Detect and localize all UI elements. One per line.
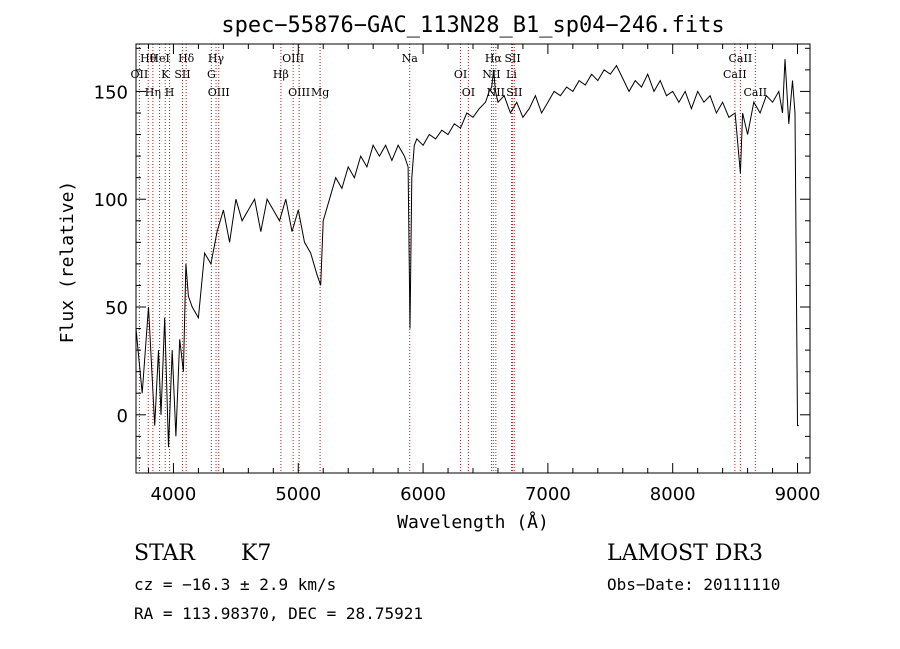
object-class: STAR	[134, 541, 196, 566]
x-axis-label: Wavelength (Å)	[397, 511, 549, 533]
spectral-line-label: SII	[174, 68, 190, 81]
y-tick-label: 150	[94, 82, 128, 103]
spectral-line-label: OI	[462, 86, 475, 99]
object-subclass: K7	[241, 541, 271, 566]
redshift-velocity: cz = −16.3 ± 2.9 km/s	[134, 575, 336, 594]
survey-name: LAMOST DR3	[607, 541, 763, 566]
spectrum-line	[135, 59, 799, 448]
axis-ticks	[136, 44, 810, 473]
spectral-line-label: OII	[131, 68, 149, 81]
spectral-line-labels: Hθ OII Hη HeI KH Hδ SII OIII Hγ G OIII OIII Hβ Mg Na OI…	[131, 52, 768, 99]
spectral-line-label: CaII	[729, 52, 753, 65]
x-tick-label: 5000	[275, 484, 321, 505]
spectral-line-label: K	[161, 68, 170, 81]
spectral-line-label: CaII	[743, 86, 767, 99]
spectral-line-markers	[138, 44, 756, 473]
spectral-line-label: NII	[482, 68, 500, 81]
spectral-line-label: CaII	[723, 68, 747, 81]
spectral-line-label: HeI	[149, 52, 169, 65]
y-tick-label: 100	[94, 190, 128, 211]
spectral-line-label: Na	[402, 52, 419, 65]
spectral-line-label: Hα	[485, 52, 503, 65]
coordinates: RA = 113.98370, DEC = 28.75921	[134, 604, 423, 623]
spectral-line-label: Hδ	[178, 52, 195, 65]
spectral-line-label: Li	[506, 68, 517, 81]
spectral-line-label: OI	[454, 68, 467, 81]
y-axis-label: Flux (relative)	[57, 181, 78, 344]
x-tick-label: 9000	[775, 484, 821, 505]
x-tick-label: 6000	[400, 484, 446, 505]
spectral-line-label: G	[207, 68, 216, 81]
axis-tick-labels: 4000 5000 6000 7000 8000 9000 0 50 100 150	[94, 82, 821, 505]
x-tick-label: 7000	[525, 484, 571, 505]
spectral-line-label: Hγ	[208, 52, 225, 65]
spectral-line-label: H	[165, 86, 175, 99]
spectral-line-label: OIII	[282, 52, 304, 65]
spectral-line-label: OIII	[208, 86, 230, 99]
spectral-line-label: SII	[506, 86, 522, 99]
y-tick-label: 50	[105, 298, 128, 319]
x-tick-label: 8000	[650, 484, 696, 505]
spectral-line-label: Hθ	[140, 52, 157, 65]
chart-title: spec−55876−GAC_113N28_B1_sp04−246.fits	[221, 13, 724, 38]
observation-date: Obs−Date: 20111110	[607, 575, 780, 594]
y-tick-label: 0	[117, 406, 128, 427]
spectral-line-label: Hβ	[273, 68, 289, 81]
spectral-line-label: Hη	[145, 86, 161, 99]
spectral-line-label: OIII	[288, 86, 310, 99]
spectral-line-label: Mg	[311, 86, 329, 99]
spectral-line-label: SII	[504, 52, 520, 65]
plot-frame	[135, 43, 811, 474]
x-tick-label: 4000	[151, 484, 197, 505]
